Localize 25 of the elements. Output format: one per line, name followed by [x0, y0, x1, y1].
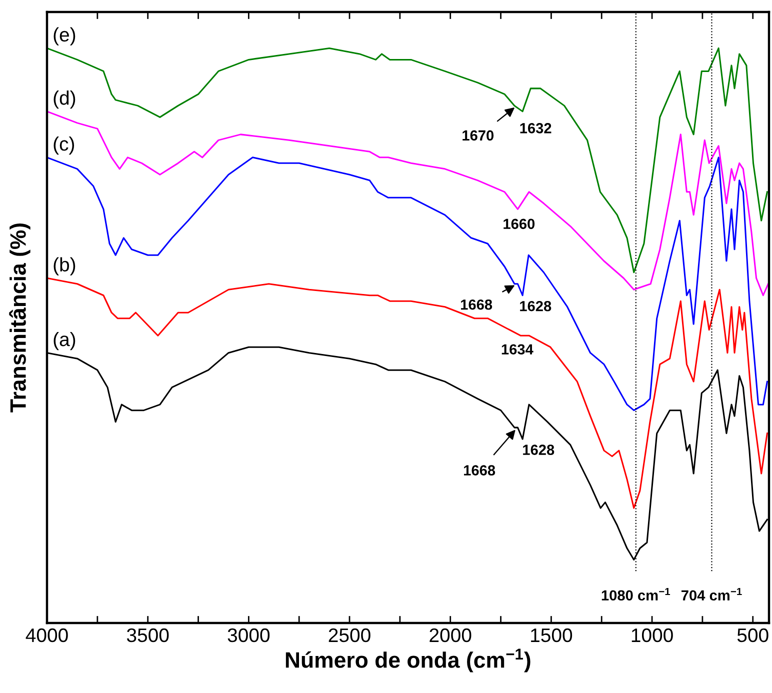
- x-tick-label: 500: [737, 628, 768, 642]
- x-tick-label: 3000: [228, 628, 270, 642]
- annotation: 1668: [461, 299, 492, 310]
- annotation: 1628: [523, 444, 554, 455]
- x-tick-label: 1000: [632, 628, 673, 642]
- annotation: 1632: [520, 123, 552, 134]
- series-label: (e): [54, 27, 76, 46]
- x-axis-title: Número de onda (cm$^{−1}$): [286, 648, 530, 672]
- annotation: 1668: [464, 465, 496, 476]
- x-tick-label: 3500: [126, 628, 169, 642]
- x-tick-label: 4000: [26, 628, 68, 642]
- ref-line-label: 1080 cm$^{−1}$: [602, 588, 670, 601]
- annotation: 1634: [502, 344, 534, 355]
- series-label: (b): [54, 257, 76, 276]
- annotation: 1670: [462, 130, 494, 141]
- x-tick-label: 1500: [531, 628, 572, 642]
- x-tick-label: 2000: [430, 628, 472, 642]
- annotation: 1660: [504, 218, 535, 230]
- series-label: (d): [54, 90, 76, 109]
- series-label: (c): [54, 136, 74, 155]
- ref-line-label: 704 cm$^{−1}$: [682, 588, 742, 601]
- y-axis-title: Transmitância (%): [9, 224, 30, 412]
- series-label: (a): [54, 332, 76, 350]
- x-tick-label: 2500: [328, 628, 370, 642]
- annotation: 1628: [520, 300, 552, 312]
